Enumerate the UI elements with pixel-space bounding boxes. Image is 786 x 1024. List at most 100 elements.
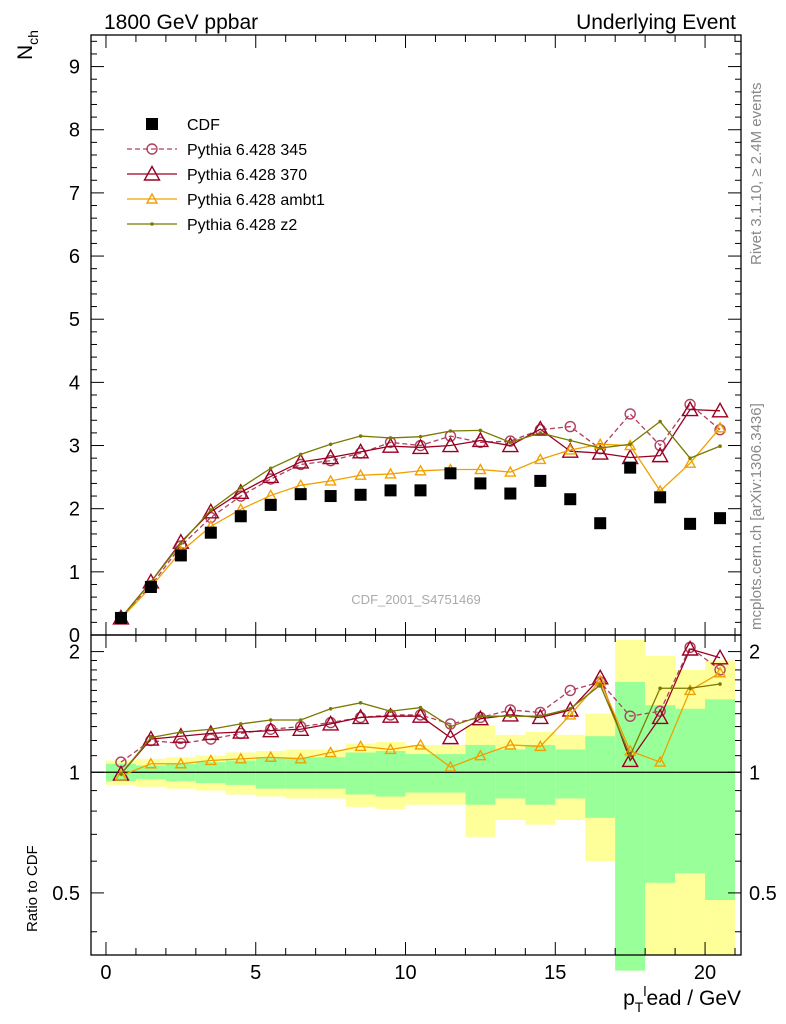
main-point-pythia-6-428-345 xyxy=(624,408,636,420)
main-point-pythia-6-428-ambt1 xyxy=(683,456,697,468)
ratio-point-pythia-6-428-ambt1 xyxy=(683,683,697,696)
ratio-point-pythia-6-428-ambt1 xyxy=(534,739,547,752)
ratio-point-pythia-6-428-ambt1 xyxy=(444,760,457,772)
ratio-point-pythia-6-428-ambt1 xyxy=(324,746,337,758)
ratio-point-pythia-6-428-z2 xyxy=(598,683,603,687)
ratio-band-green xyxy=(315,757,346,789)
ratio-point-pythia-6-428-370 xyxy=(321,714,340,731)
y-tick-label-main: 2 xyxy=(69,499,80,521)
ratio-point-pythia-6-428-ambt1 xyxy=(504,738,517,750)
y-tick-label-ratio-right: 0.5 xyxy=(749,883,777,905)
main-point-pythia-6-428-370 xyxy=(651,446,669,463)
ratio-plot-panel: 0.5 0.51 12 20 5 10 15 20 Ratio to CDF pTlead /… xyxy=(24,634,777,1015)
ratio-point-pythia-6-428-ambt1 xyxy=(204,754,218,766)
main-point-pythia-6-428-370 xyxy=(351,442,370,459)
y-tick-label-main: 4 xyxy=(69,372,80,394)
ratio-point-pythia-6-428-z2 xyxy=(149,735,153,740)
main-point-cdf xyxy=(324,490,337,503)
watermark-label: CDF_2001_S4751469 xyxy=(351,592,480,607)
main-point-pythia-6-428-345 xyxy=(654,439,666,452)
main-point-pythia-6-428-370 xyxy=(232,483,250,499)
main-point-pythia-6-428-ambt1 xyxy=(564,443,577,455)
main-point-pythia-6-428-345 xyxy=(324,454,337,467)
ratio-point-pythia-6-428-ambt1 xyxy=(713,666,727,678)
ratio-band-green xyxy=(705,699,736,901)
y-axis-label-main: Nch xyxy=(14,30,41,60)
legend-label: Pythia 6.428 345 xyxy=(187,142,307,159)
ratio-point-pythia-6-428-ambt1 xyxy=(384,743,397,755)
legend-marker xyxy=(145,192,159,204)
main-point-pythia-6-428-z2 xyxy=(598,446,603,450)
ratio-point-pythia-6-428-z2 xyxy=(119,772,123,776)
legend-marker xyxy=(150,222,154,226)
ratio-point-pythia-6-428-z2 xyxy=(238,722,243,726)
legend-entry-pythia-6-428-345: Pythia 6.428 345 xyxy=(127,142,307,159)
main-point-pythia-6-428-z2 xyxy=(718,444,722,448)
main-point-cdf xyxy=(264,498,277,511)
main-point-pythia-6-428-z2 xyxy=(448,429,453,433)
main-series-cdf xyxy=(114,461,727,624)
main-point-cdf xyxy=(624,461,637,474)
ratio-point-pythia-6-428-z2 xyxy=(298,718,303,722)
main-point-pythia-6-428-z2 xyxy=(688,456,692,460)
main-point-cdf xyxy=(654,491,667,504)
ratio-point-pythia-6-428-z2 xyxy=(508,714,513,718)
ratio-point-pythia-6-428-ambt1 xyxy=(174,757,188,769)
ratio-point-pythia-6-428-370 xyxy=(351,708,370,725)
main-point-pythia-6-428-z2 xyxy=(268,466,273,471)
main-point-cdf xyxy=(234,510,247,523)
main-point-pythia-6-428-370 xyxy=(441,436,460,453)
y-tick-label-main: 1 xyxy=(69,562,80,584)
main-point-pythia-6-428-370 xyxy=(531,420,549,436)
main-plot-panel: CDF_2001_S4751469 CDF Pythia 6.428 345 Pyt… xyxy=(14,30,742,647)
ratio-point-pythia-6-428-z2 xyxy=(478,714,483,718)
ratio-band-green xyxy=(465,744,496,805)
main-point-pythia-6-428-z2 xyxy=(358,434,363,438)
x-axis-label: pTlead / GeV xyxy=(623,983,741,1015)
ratio-point-pythia-6-428-ambt1 xyxy=(114,769,128,781)
ratio-band-green xyxy=(675,708,706,874)
ratio-point-pythia-6-428-370 xyxy=(711,648,729,665)
main-point-pythia-6-428-ambt1 xyxy=(534,452,547,465)
legend-entry-pythia-6-428-ambt1: Pythia 6.428 ambt1 xyxy=(127,192,325,209)
main-point-cdf xyxy=(414,484,427,497)
y-tick-label-main: 5 xyxy=(69,309,80,331)
y-tick-label-main: 7 xyxy=(69,183,80,205)
main-point-pythia-6-428-z2 xyxy=(568,438,573,443)
y-tick-label-ratio-right: 2 xyxy=(749,642,760,664)
main-point-cdf xyxy=(114,611,127,624)
x-tick-label: 10 xyxy=(394,962,416,984)
legend-entry-pythia-6-428-370: Pythia 6.428 370 xyxy=(127,165,307,184)
ratio-band-green xyxy=(525,744,556,805)
main-point-pythia-6-428-z2 xyxy=(388,436,393,440)
legend-marker xyxy=(146,118,158,130)
ratio-frame xyxy=(90,634,742,956)
ratio-point-pythia-6-428-370 xyxy=(621,751,639,768)
main-point-pythia-6-428-z2 xyxy=(238,486,243,490)
ratio-point-pythia-6-428-370 xyxy=(441,728,460,745)
x-tick-label: 15 xyxy=(544,962,566,984)
main-point-cdf xyxy=(144,581,157,593)
ratio-point-pythia-6-428-370 xyxy=(262,721,280,738)
ratio-band-green xyxy=(285,757,316,789)
y-tick-label-main: 3 xyxy=(69,436,80,458)
legend-label: Pythia 6.428 z2 xyxy=(187,217,297,234)
y-tick-label-main: 8 xyxy=(69,120,80,142)
main-point-pythia-6-428-370 xyxy=(262,467,280,484)
main-point-pythia-6-428-370 xyxy=(501,436,520,453)
main-point-cdf xyxy=(714,512,727,525)
ratio-point-pythia-6-428-z2 xyxy=(388,709,393,714)
main-point-cdf xyxy=(354,488,367,501)
main-point-cdf xyxy=(384,484,397,497)
main-point-pythia-6-428-z2 xyxy=(418,434,423,439)
ratio-point-pythia-6-428-z2 xyxy=(628,753,632,758)
ratio-point-pythia-6-428-z2 xyxy=(268,718,273,722)
main-point-cdf xyxy=(504,487,517,500)
x-tick-label: 20 xyxy=(694,962,716,984)
main-point-pythia-6-428-370 xyxy=(471,431,490,448)
ratio-point-pythia-6-428-ambt1 xyxy=(144,757,158,769)
main-line-pythia-6-428-345 xyxy=(120,403,721,618)
ratio-point-pythia-6-428-370 xyxy=(202,724,220,741)
main-point-pythia-6-428-z2 xyxy=(628,442,632,447)
